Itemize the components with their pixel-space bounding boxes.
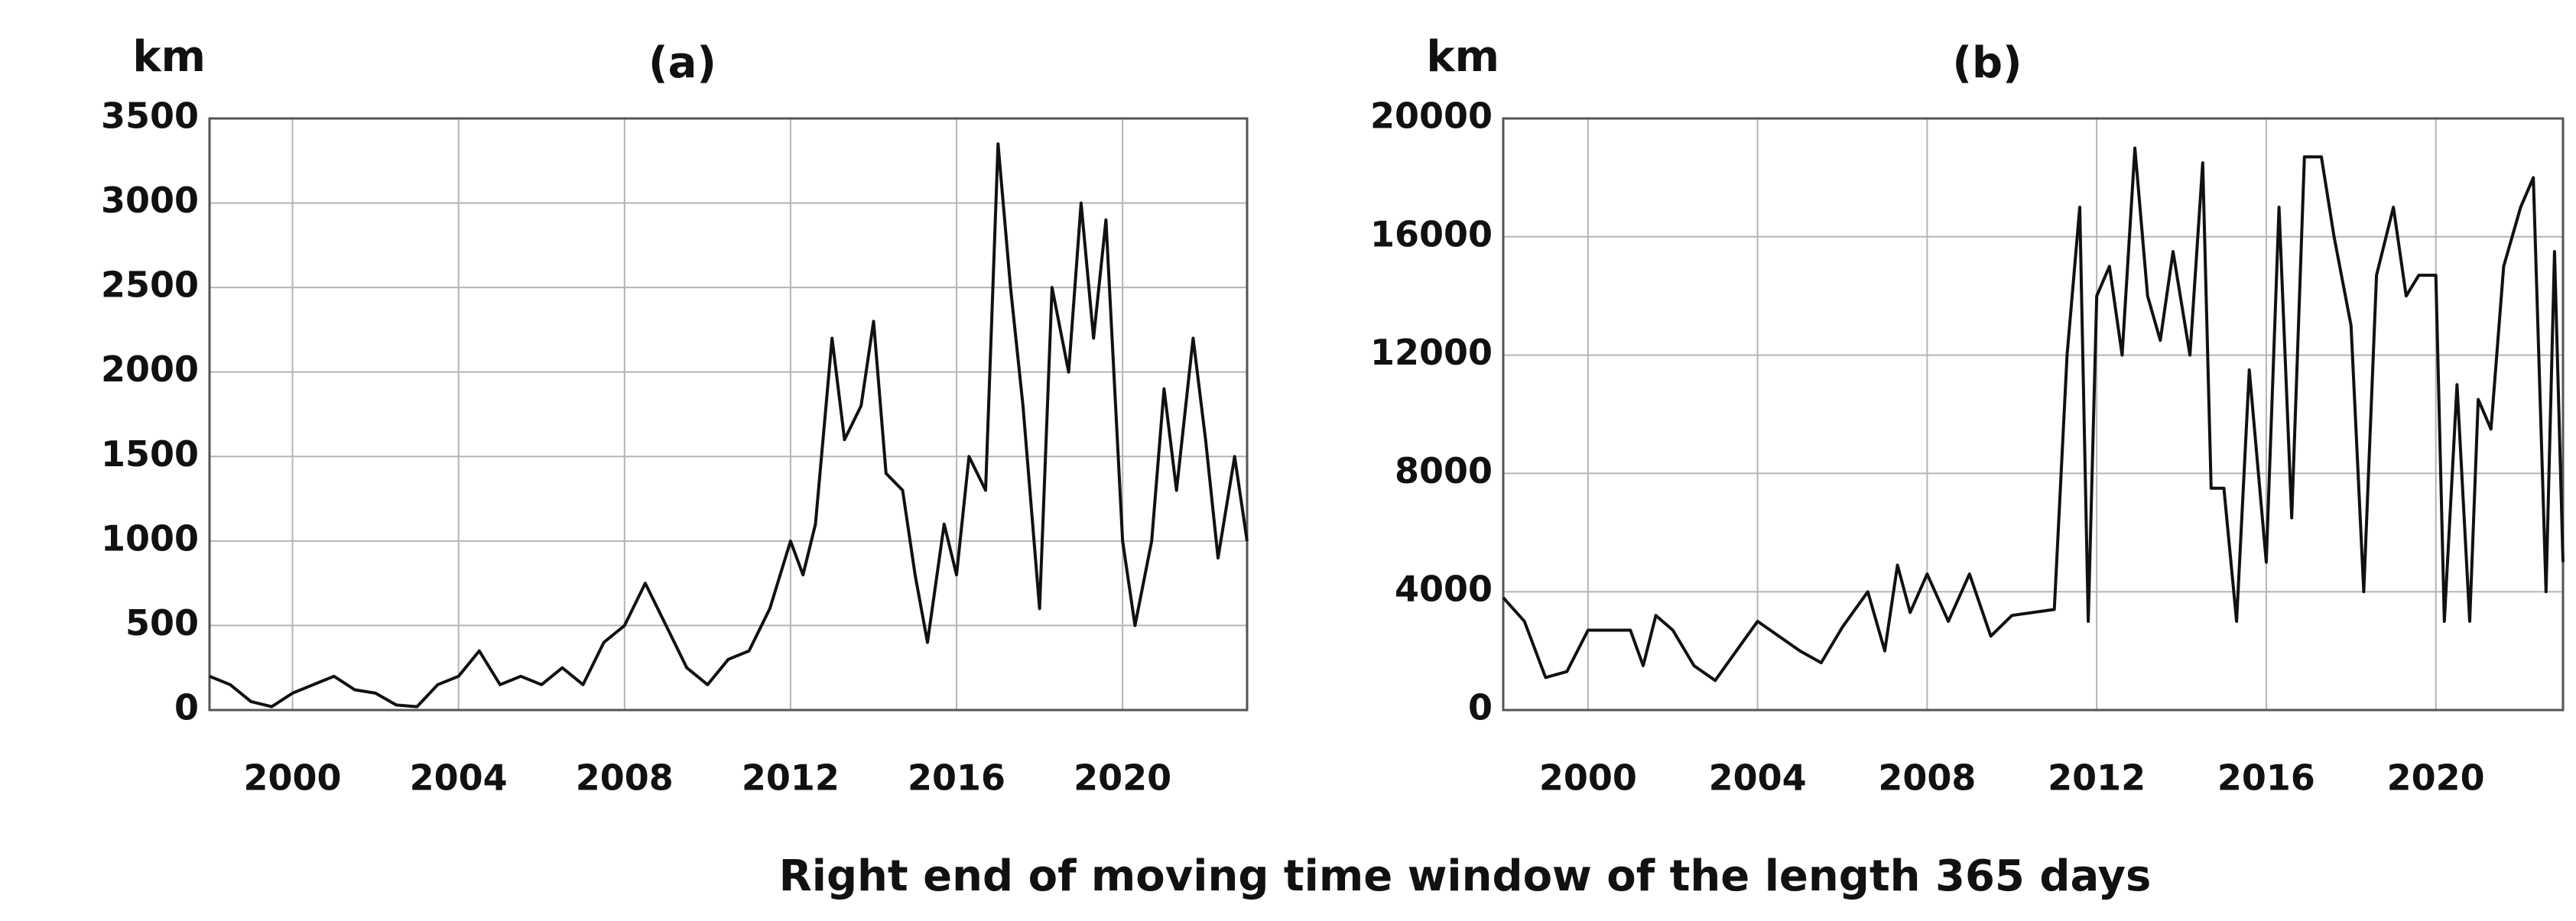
x-tick-label: 2020 (2387, 757, 2485, 799)
y-axis-label: km (1426, 32, 1499, 82)
x-tick-label: 2004 (410, 757, 508, 799)
data-line (1502, 146, 2565, 683)
y-tick-label: 2000 (101, 349, 199, 390)
y-axis-label: km (132, 32, 206, 82)
y-tick-label: 1000 (101, 517, 199, 559)
x-tick-label: 2016 (908, 757, 1005, 799)
y-tick-label: 3500 (101, 96, 199, 137)
y-tick-label: 1500 (101, 433, 199, 475)
chart-title: (b) (1952, 38, 2022, 88)
y-tick-label: 2500 (101, 264, 199, 306)
x-tick-label: 2008 (1878, 757, 1976, 799)
y-tick-label: 12000 (1370, 332, 1493, 373)
x-tick-label: 2008 (576, 757, 674, 799)
y-tick-label: 0 (174, 687, 199, 728)
y-tick-label: 500 (125, 602, 199, 644)
x-tick-label: 2016 (2217, 757, 2315, 799)
y-tick-label: 8000 (1395, 450, 1493, 491)
y-tick-label: 0 (1468, 687, 1493, 728)
plot-frame (208, 117, 1249, 712)
x-tick-label: 2020 (1074, 757, 1171, 799)
x-axis-label: Right end of moving time window of the l… (779, 851, 2152, 901)
x-tick-label: 2004 (1709, 757, 1807, 799)
chart-title: (a) (648, 38, 716, 88)
y-tick-label: 16000 (1370, 213, 1493, 255)
x-tick-label: 2012 (2048, 757, 2146, 799)
y-tick-label: 20000 (1370, 96, 1493, 137)
x-tick-label: 2012 (742, 757, 840, 799)
x-tick-label: 2000 (244, 757, 342, 799)
plot-frame (1502, 117, 2565, 712)
x-tick-label: 2000 (1539, 757, 1637, 799)
y-tick-label: 4000 (1395, 569, 1493, 610)
y-tick-label: 3000 (101, 180, 199, 221)
data-line (209, 142, 1249, 709)
